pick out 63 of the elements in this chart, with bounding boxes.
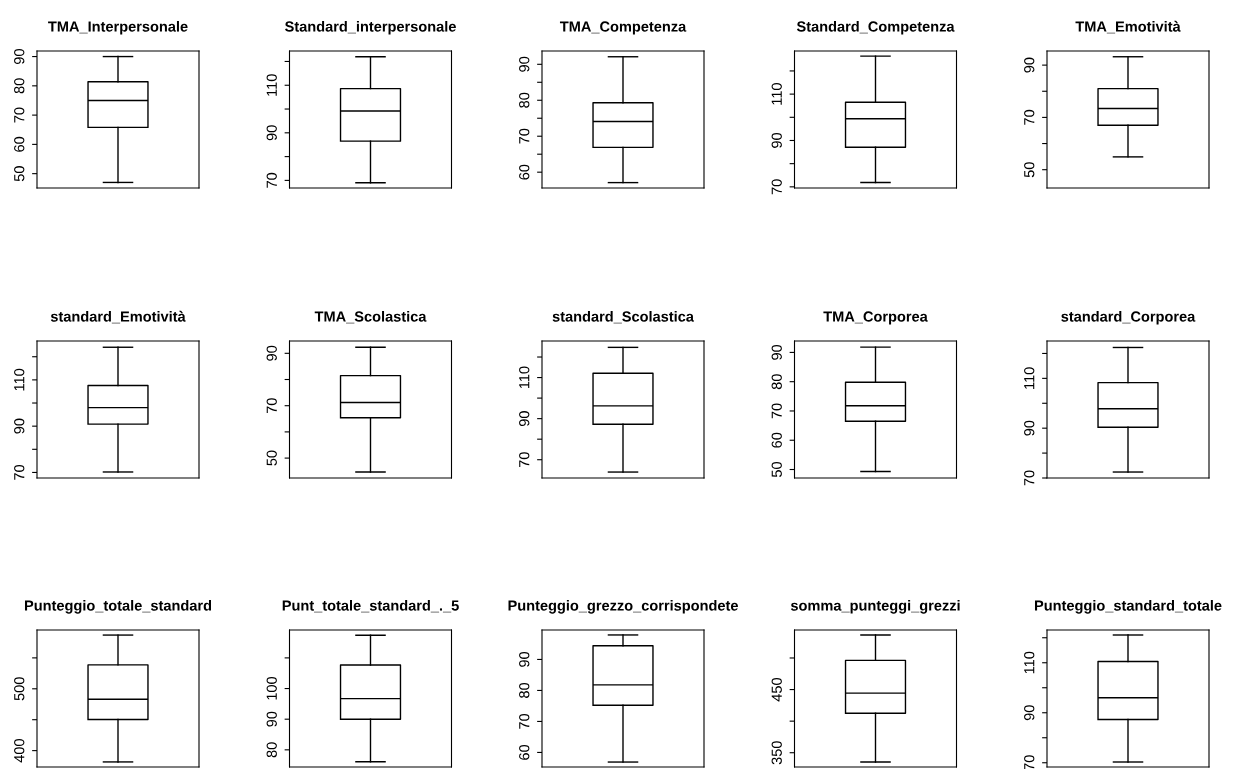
y-tick-label: 60 [519,744,530,760]
y-tick-label: 400 [14,739,25,763]
y-tick-label: 90 [519,56,530,72]
chart-title: Standard_Competenza [796,20,955,35]
chart-title: somma_punteggi_grezzi [790,599,960,614]
y-tick-label: 90 [266,125,277,141]
y-tick-label: 90 [1024,420,1035,436]
y-tick-label: 110 [14,368,25,391]
y-tick-label: 70 [771,403,782,419]
y-tick-label: 90 [771,344,782,360]
chart-title: TMA_Competenza [559,21,687,35]
y-tick-label: 70 [1024,470,1035,486]
y-tick-label: 90 [519,651,530,667]
y-tick-label: 70 [14,464,25,480]
y-tick-label: 100 [266,676,277,700]
y-tick-label: 90 [14,49,25,64]
y-tick-label: 90 [1024,57,1035,73]
chart-title: standard_Corporea [1061,310,1196,325]
chart-title: TMA_Corporea [823,311,928,325]
y-tick-label: 90 [771,132,782,148]
y-tick-label: 70 [14,107,25,123]
y-tick-label: 80 [519,682,530,698]
y-tick-label: 70 [266,398,277,414]
y-tick-label: 70 [266,172,277,188]
chart-title: standard_Emotività [50,310,186,324]
y-tick-label: 70 [1024,109,1035,125]
y-tick-label: 50 [1024,162,1035,178]
y-tick-label: 80 [519,92,530,108]
y-tick-label: 50 [14,166,25,182]
y-tick-label: 500 [14,677,25,701]
y-tick-label: 90 [519,411,530,427]
y-tick-label: 60 [14,136,25,152]
y-tick-label: 80 [771,374,782,390]
y-tick-label: 60 [771,432,782,448]
chart-title: Standard_interpersonale [285,20,456,35]
y-tick-label: 450 [771,677,782,702]
y-tick-label: 60 [519,164,530,180]
y-tick-label: 110 [771,83,782,105]
chart-title: TMA_Scolastica [314,310,427,324]
chart-title: Punt_totale_standard_._5 [282,599,459,613]
y-tick-label: 90 [266,345,277,361]
chart-title: Punteggio_totale_standard [24,599,212,614]
y-tick-label: 70 [771,179,782,195]
chart-title: standard_Scolastica [552,310,695,324]
y-tick-label: 50 [266,450,277,466]
y-tick-label: 70 [519,128,530,144]
chart-title: TMA_Interpersonale [48,20,188,35]
y-tick-label: 350 [771,741,782,765]
chart-title: TMA_Emotività [1075,20,1181,34]
y-tick-label: 50 [771,461,782,478]
y-tick-label: 90 [266,711,277,727]
y-tick-label: 110 [1024,651,1035,674]
chart-title: Punteggio_standard_totale [1034,599,1222,614]
y-tick-label: 80 [14,78,25,94]
chart-title: Punteggio_grezzo_corrispondete [508,599,738,614]
y-tick-label: 90 [14,418,25,434]
y-tick-label: 70 [519,452,530,468]
y-tick-label: 70 [519,713,530,729]
y-tick-label: 110 [1024,367,1035,389]
y-tick-label: 90 [1024,705,1035,721]
y-tick-label: 80 [266,742,277,758]
y-tick-label: 110 [266,74,277,96]
y-tick-label: 110 [519,366,530,389]
